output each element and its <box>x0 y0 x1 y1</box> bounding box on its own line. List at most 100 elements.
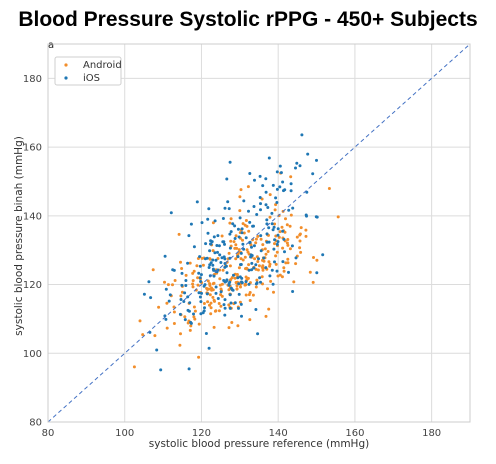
android-point <box>138 319 142 323</box>
x-axis-label: systolic blood pressure reference (mmHg) <box>149 438 369 450</box>
android-point <box>278 273 282 277</box>
ios-point <box>207 346 211 350</box>
y-tick-label: 120 <box>23 280 42 291</box>
android-point <box>288 247 292 251</box>
android-point <box>288 224 292 228</box>
android-point <box>195 264 199 268</box>
android-point <box>285 241 289 245</box>
ios-point <box>250 261 254 265</box>
android-point <box>253 257 257 261</box>
android-point <box>267 307 271 311</box>
ios-point <box>270 268 274 272</box>
android-point <box>192 269 196 273</box>
android-point <box>202 302 206 305</box>
android-point <box>212 298 216 302</box>
ios-point <box>315 215 319 219</box>
x-tick-label: 120 <box>192 428 211 439</box>
android-point <box>188 328 192 332</box>
ios-point <box>240 231 244 235</box>
ios-point <box>187 367 191 371</box>
ios-point <box>228 160 232 164</box>
android-point <box>242 231 246 235</box>
android-point <box>171 283 174 287</box>
ios-point <box>275 187 279 191</box>
ios-point <box>275 242 279 246</box>
android-point <box>256 234 260 238</box>
android-point <box>165 326 169 330</box>
android-point <box>183 315 187 319</box>
android-point <box>278 230 282 234</box>
ios-point <box>264 190 268 194</box>
ios-point <box>223 257 227 261</box>
ios-point <box>232 273 235 277</box>
android-point <box>233 276 237 280</box>
ios-point <box>206 217 210 221</box>
android-point <box>254 241 258 245</box>
android-point <box>234 234 238 238</box>
ios-point <box>257 257 260 261</box>
android-point <box>266 250 270 253</box>
ios-point <box>212 235 216 239</box>
ios-point <box>164 317 168 321</box>
android-point <box>172 322 176 325</box>
android-point <box>191 282 195 286</box>
android-point <box>141 333 145 337</box>
ios-point <box>238 216 242 220</box>
android-point <box>219 304 223 308</box>
android-point <box>315 258 319 262</box>
ios-point <box>214 285 218 289</box>
ios-point <box>225 177 229 181</box>
android-point <box>298 232 302 236</box>
android-point <box>178 343 182 347</box>
android-point <box>201 263 205 267</box>
android-point <box>192 315 196 319</box>
android-point <box>179 332 182 336</box>
ios-point <box>289 189 293 193</box>
ios-point <box>275 269 279 273</box>
ios-point <box>237 235 241 239</box>
ios-point <box>259 234 263 238</box>
android-point <box>241 222 245 226</box>
android-point <box>205 286 209 290</box>
android-point <box>208 284 212 287</box>
ios-point <box>199 300 203 304</box>
android-point <box>261 268 265 272</box>
ios-point <box>237 282 241 286</box>
android-point <box>260 275 264 279</box>
android-point <box>286 238 290 241</box>
ios-point <box>198 295 202 299</box>
android-point <box>230 321 234 324</box>
android-point <box>132 365 136 369</box>
x-tick-label: 180 <box>422 428 441 439</box>
ios-point <box>254 263 258 267</box>
ios-point <box>264 177 268 181</box>
ios-point <box>192 312 195 316</box>
ios-point <box>272 247 276 251</box>
ios-point <box>203 257 207 261</box>
ios-point <box>300 133 304 137</box>
y-tick-label: 80 <box>29 418 42 429</box>
ios-point <box>270 211 274 215</box>
ios-point <box>276 240 280 244</box>
android-point <box>229 239 233 243</box>
ios-point <box>305 190 309 194</box>
android-point <box>248 291 252 294</box>
ios-point <box>265 218 269 222</box>
android-point <box>299 226 303 230</box>
ios-point <box>248 240 252 244</box>
android-point <box>298 239 302 243</box>
ios-point <box>311 172 315 176</box>
android-point <box>216 257 220 260</box>
android-point <box>177 232 181 236</box>
android-point <box>268 262 272 266</box>
android-point <box>218 277 222 281</box>
ios-point <box>216 250 219 254</box>
android-point <box>208 303 211 307</box>
android-point <box>243 223 247 227</box>
ios-point <box>219 290 223 294</box>
legend-label-ios: iOS <box>83 73 100 84</box>
ios-point <box>207 207 211 211</box>
plot-frame <box>47 43 471 423</box>
android-point <box>196 276 200 280</box>
ios-point <box>240 276 244 280</box>
